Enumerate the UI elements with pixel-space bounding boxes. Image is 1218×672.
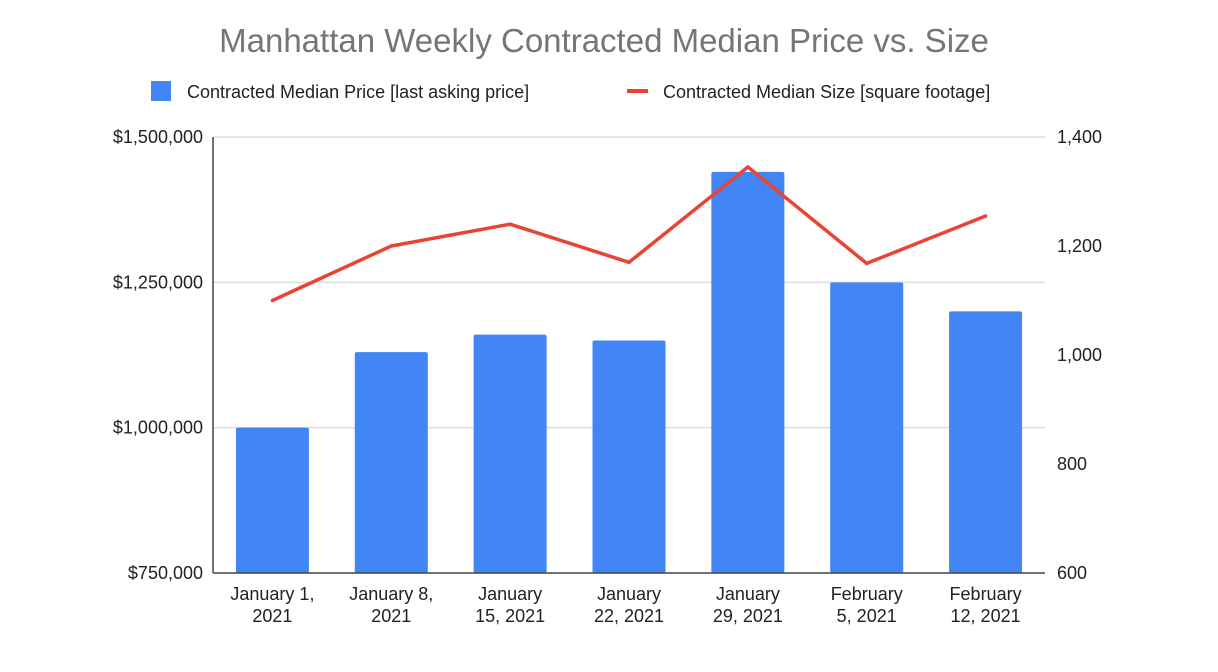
category-label: February [950,584,1022,604]
size-point [627,260,631,265]
legend-label-size: Contracted Median Size [square footage] [663,82,990,102]
price-bar [711,171,785,573]
price-bar [473,334,547,573]
legend-swatch-price [151,81,171,101]
category-label: 5, 2021 [837,606,897,626]
right-tick-label: 1,200 [1057,236,1102,256]
price-bar [354,352,428,573]
right-axis-ticks: 600 800 1,000 1,200 1,400 [1057,127,1102,583]
price-bars [235,171,1023,573]
right-tick-label: 1,000 [1057,345,1102,365]
category-label: 2021 [252,606,292,626]
category-label: 2021 [371,606,411,626]
price-bar [235,427,309,573]
size-line [270,165,988,303]
category-label: 29, 2021 [713,606,783,626]
size-point [508,222,512,226]
axes [212,137,1045,574]
size-point [746,165,750,169]
size-point [270,298,275,303]
category-label: 12, 2021 [951,606,1021,626]
legend: Contracted Median Price [last asking pri… [151,81,990,102]
legend-label-price: Contracted Median Price [last asking pri… [187,82,529,102]
size-point [983,214,988,218]
size-point [389,244,394,248]
left-tick-label: $1,250,000 [113,272,203,292]
right-tick-label: 1,400 [1057,127,1102,147]
left-tick-label: $1,500,000 [113,127,203,147]
left-tick-label: $750,000 [128,563,203,583]
left-tick-label: $1,000,000 [113,418,203,438]
left-axis-ticks: $750,000 $1,000,000 $1,250,000 $1,500,000 [113,127,203,583]
category-label: January [716,584,780,604]
right-tick-label: 800 [1057,454,1087,474]
category-label: January 8, [349,584,433,604]
size-line-path [271,165,987,303]
price-bar [949,311,1023,573]
price-bar [592,340,666,573]
category-label: 15, 2021 [475,606,545,626]
legend-swatch-size [627,89,648,93]
category-label: February [831,584,903,604]
right-tick-label: 600 [1057,563,1087,583]
category-label: January [478,584,542,604]
category-label: January 1, [230,584,314,604]
category-label: 22, 2021 [594,606,664,626]
category-label: January [597,584,661,604]
price-bar [830,282,904,573]
size-point [864,261,869,266]
chart-title: Manhattan Weekly Contracted Median Price… [219,22,989,59]
